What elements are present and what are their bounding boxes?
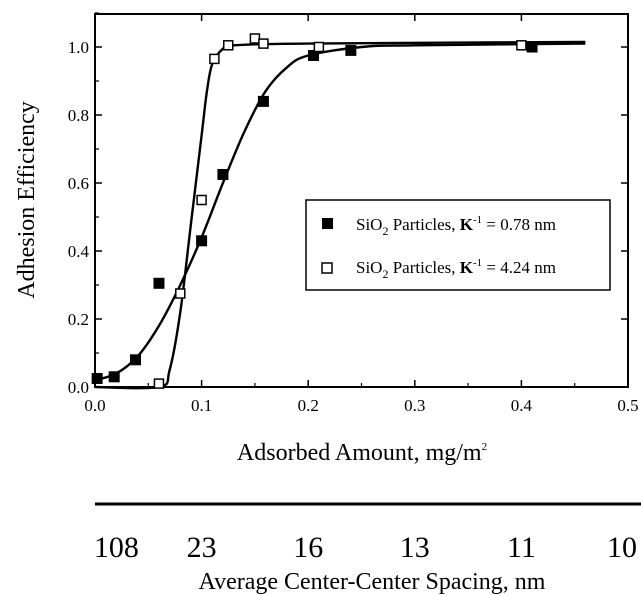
legend-entry-2: SiO2 Particles, K-1 = 4.24 nm [356,257,556,281]
legend-marker-open [321,262,333,274]
spacing-tick-label: 23 [187,531,217,564]
x-axis-title-main: Adsorbed Amount, mg/m [237,440,482,466]
y-tick-label: 0.8 [68,106,89,125]
point-filled-square [308,50,320,61]
fit-curve-series-2 [94,40,586,390]
point-open-square [313,41,325,53]
point-open-square [516,40,527,51]
point-filled-square [108,371,120,383]
spacing-tick-label: 13 [400,531,430,564]
point-open-square [196,194,207,206]
spacing-tick-label: 11 [507,531,536,564]
legend-box [305,199,611,291]
spacing-tick-label: 108 [94,531,139,564]
point-open-square [209,53,220,65]
legend-entry-1: SiO2 Particles, K-1 = 0.78 nm [356,214,556,238]
point-filled-square [526,41,538,53]
point-filled-square [257,95,269,107]
x-axis-title: Adsorbed Amount, mg/m2 [237,440,487,466]
legend: SiO2 Particles, K-1 = 0.78 nm SiO2 Parti… [305,199,611,291]
y-tick-label: 0.6 [68,174,89,193]
y-tick-label: 0.0 [68,378,89,397]
x-tick-label: 0.2 [298,396,319,415]
point-open-square [258,38,269,49]
secondary-axis-ticks: 108 23 16 13 11 10 [94,531,637,564]
data-points [91,33,538,389]
y-tick-label: 0.4 [68,242,90,261]
point-filled-square [153,277,165,289]
point-filled-square [345,44,357,56]
point-filled-square [217,169,229,180]
point-filled-square [91,373,103,384]
fit-curve-series-1 [94,42,586,382]
point-filled-square [196,235,208,247]
point-open-square [153,378,165,389]
fit-curves [94,40,586,390]
point-open-square [249,33,261,44]
x-tick-label: 0.3 [404,396,425,415]
point-open-square [223,40,234,51]
x-tick-label: 0.0 [84,396,105,415]
point-filled-square [130,354,142,366]
spacing-tick-label: 16 [293,531,323,564]
y-tick-label: 1.0 [68,38,89,57]
y-axis-title: Adhesion Efficiency [14,101,40,299]
x-tick-label: 0.4 [511,396,533,415]
spacing-tick-label: 10 [607,531,637,564]
x-axis-ticks: 0.0 0.1 0.2 0.3 0.4 0.5 [84,14,639,415]
legend-marker-filled [322,218,333,229]
y-tick-label: 0.2 [68,310,89,329]
x-tick-label: 0.5 [617,396,638,415]
x-tick-label: 0.1 [191,396,212,415]
x-axis-title-sup: 2 [482,441,488,453]
y-axis-ticks: 0.0 0.2 0.4 0.6 0.8 1.0 [68,12,628,397]
secondary-axis-title: Average Center-Center Spacing, nm [199,569,546,595]
point-open-square [175,288,186,299]
